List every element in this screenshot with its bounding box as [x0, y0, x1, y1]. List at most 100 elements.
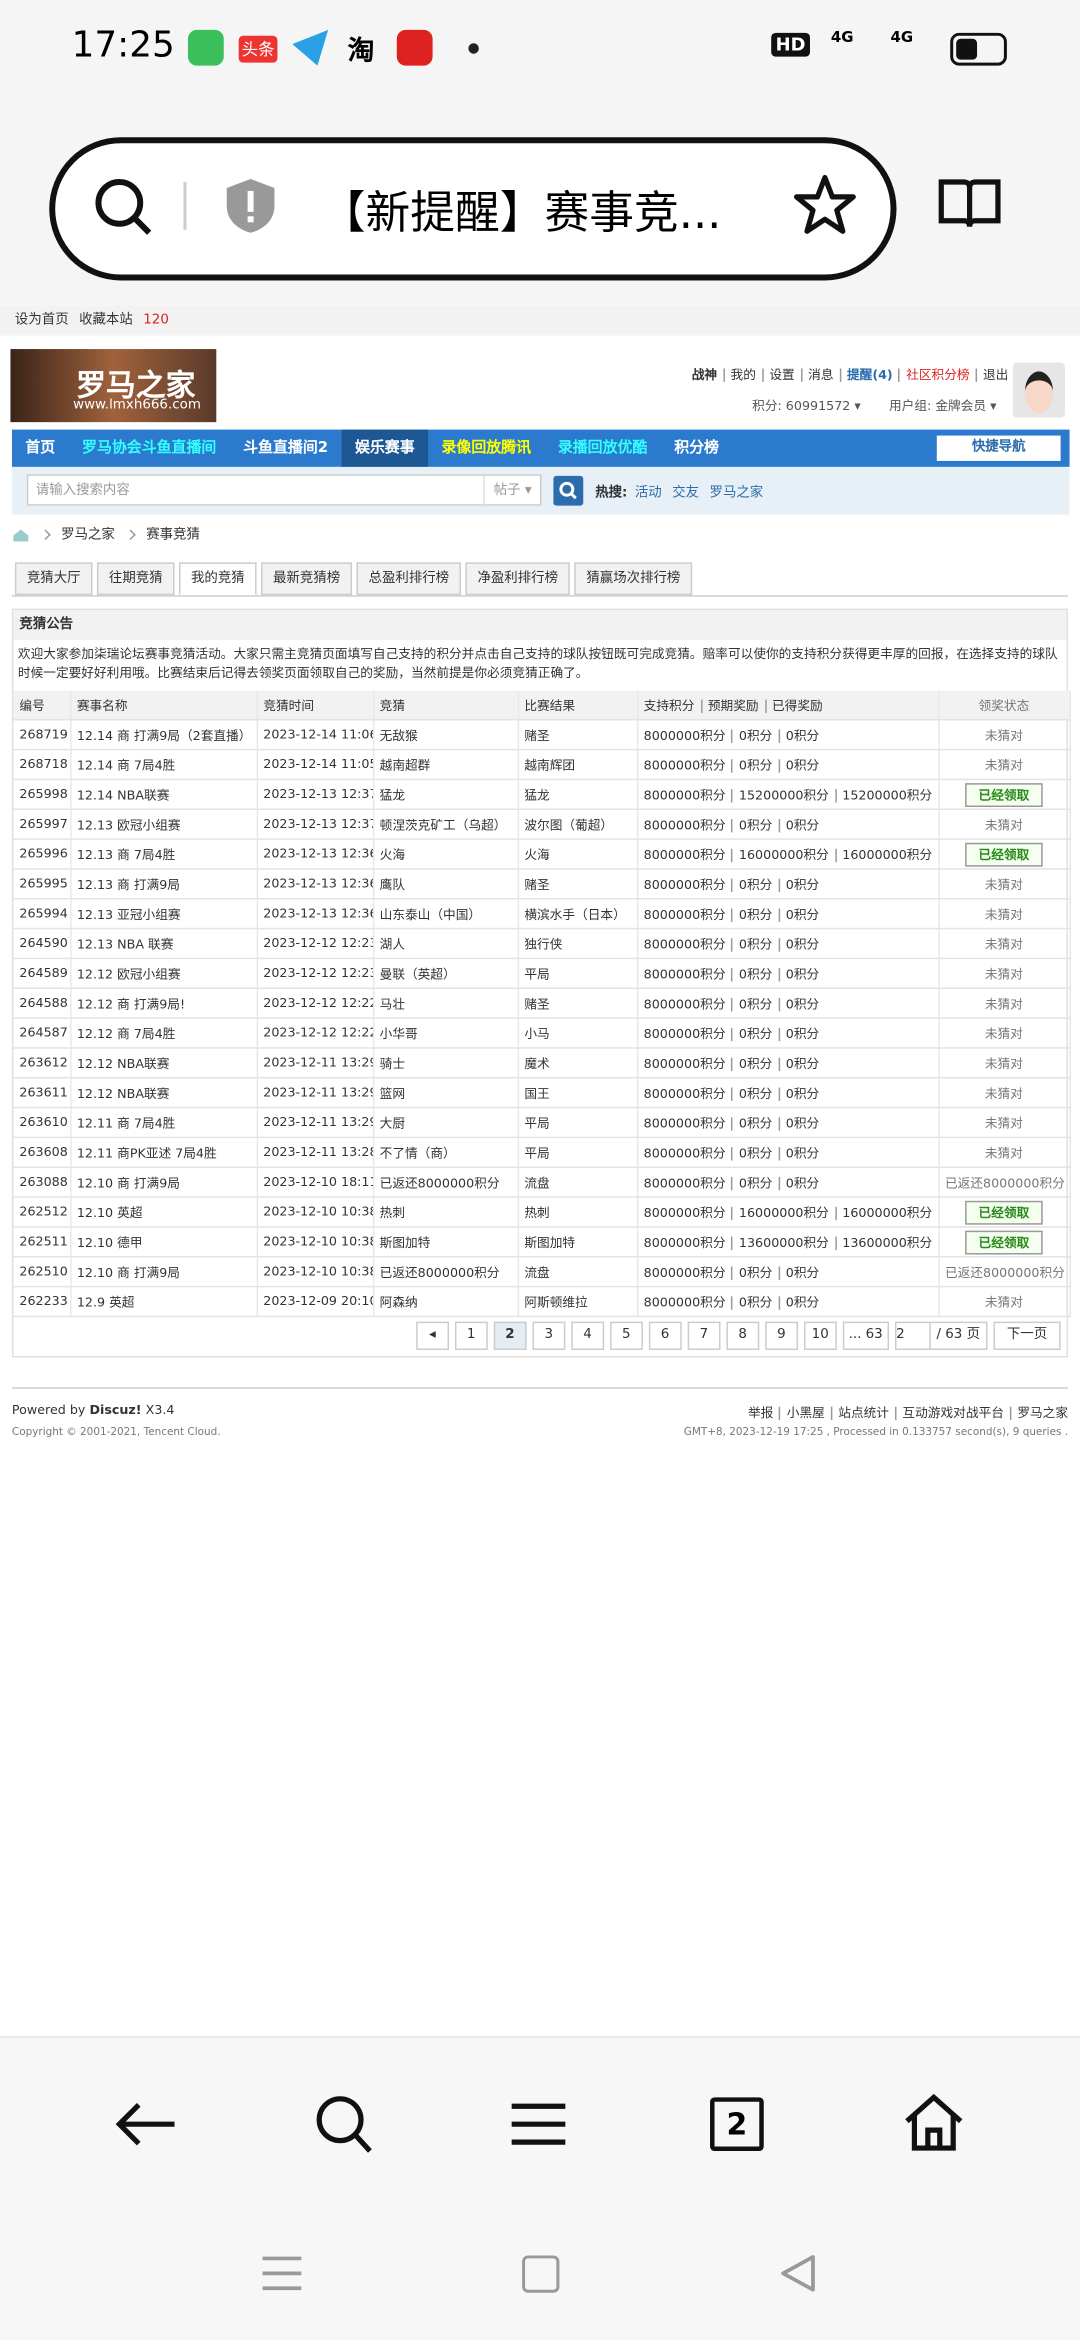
claim-button[interactable]: 已经领取	[965, 1229, 1043, 1254]
star-icon[interactable]	[792, 173, 858, 236]
points: 0积分	[785, 728, 820, 744]
nav-item[interactable]: 积分榜	[674, 440, 719, 457]
table-header: 编号 赛事名称 竞猜时间 竞猜 比赛结果 支持积分 预期奖励 已得奖励 领奖状态	[13, 690, 1071, 721]
points: 0积分	[785, 907, 820, 923]
cell: 2023-12-12 12:22	[256, 988, 374, 1019]
quick-nav[interactable]: 快捷导航	[936, 435, 1061, 461]
next-page[interactable]: 下一页	[993, 1321, 1061, 1350]
separator	[839, 368, 841, 382]
cell-points: 8000000积分 0积分 0积分	[636, 1167, 940, 1198]
tab[interactable]: 竞猜大厅	[14, 562, 93, 596]
claim-button[interactable]: 已经领取	[965, 842, 1043, 866]
page-link[interactable]: 10	[803, 1321, 837, 1350]
user-link[interactable]: 我的	[730, 368, 756, 384]
page-link[interactable]: ... 63	[842, 1321, 889, 1350]
page-link[interactable]: 3	[532, 1321, 566, 1350]
tab[interactable]: 净盈利排行榜	[465, 562, 570, 596]
footer-link[interactable]: 举报	[747, 1406, 774, 1422]
sys-home[interactable]	[522, 2255, 560, 2293]
user-link[interactable]: 提醒(4)	[846, 368, 893, 384]
cell: 12.14 商 打满9局（2套直播）	[70, 719, 258, 751]
cell: 湖人	[372, 928, 519, 960]
back-button[interactable]	[112, 2094, 181, 2154]
claim-button[interactable]: 已经领取	[965, 782, 1043, 807]
search-button[interactable]	[553, 475, 584, 506]
page-link[interactable]: 5	[609, 1321, 643, 1350]
hot-link[interactable]: 活动	[634, 486, 662, 502]
footer-link[interactable]: 站点统计	[838, 1406, 890, 1422]
search-input[interactable]: 请输入搜索内容 帖子 ▾	[26, 474, 542, 508]
tab[interactable]: 我的竞猜	[179, 562, 257, 596]
logo[interactable]: 罗马之家 www.lmxh666.com	[10, 349, 217, 423]
user-link[interactable]: 设置	[769, 368, 795, 384]
prev-arrow[interactable]: ◂	[415, 1321, 449, 1350]
top-link[interactable]: 收藏本站	[79, 313, 133, 329]
cell: 265996	[13, 839, 71, 870]
user-link[interactable]: 退出	[983, 368, 1009, 384]
reader-icon[interactable]	[937, 176, 1003, 233]
page-link[interactable]: 1	[454, 1321, 488, 1350]
tabs-button[interactable]: 2	[710, 2097, 764, 2152]
home-icon[interactable]	[12, 527, 30, 542]
points: 0积分	[785, 1056, 820, 1072]
footer-link[interactable]: 小黑屋	[786, 1406, 825, 1422]
hot-link[interactable]: 交友	[672, 486, 700, 502]
nav-item[interactable]: 斗鱼直播间2	[243, 440, 329, 457]
separator	[731, 1235, 733, 1250]
separator	[761, 368, 764, 382]
separator	[834, 848, 837, 862]
separator	[778, 818, 780, 832]
hot-link[interactable]: 罗马之家	[709, 486, 764, 502]
tab[interactable]: 往期竞猜	[96, 562, 175, 596]
cell: 12.12 NBA联赛	[70, 1077, 258, 1109]
page-input[interactable]: 2	[896, 1323, 931, 1349]
brand[interactable]: Discuz!	[89, 1403, 142, 1419]
page-link[interactable]: 8	[726, 1321, 760, 1350]
cell: 赌圣	[517, 988, 638, 1019]
crumb-link[interactable]: 赛事竞猜	[146, 528, 200, 543]
nav-item[interactable]: 首页	[25, 440, 56, 457]
cell-points: 8000000积分 0积分 0积分	[636, 719, 940, 751]
page-link[interactable]: 2	[493, 1321, 527, 1350]
credits[interactable]: 积分: 60991572	[752, 399, 851, 415]
nav-item[interactable]: 录播回放优酷	[557, 440, 648, 457]
page-link[interactable]: 9	[765, 1321, 798, 1350]
tab[interactable]: 猜赢场次排行榜	[574, 562, 693, 596]
nav-item[interactable]: 娱乐赛事	[341, 429, 429, 467]
footer-link[interactable]: 罗马之家	[1017, 1406, 1069, 1422]
separator	[731, 1176, 733, 1190]
tab[interactable]: 最新竞猜榜	[261, 562, 353, 596]
user-link[interactable]: 消息	[808, 368, 834, 384]
nav-item[interactable]: 罗马协会斗鱼直播间	[82, 440, 217, 457]
cell: 流盘	[517, 1167, 638, 1198]
cell: 热刺	[372, 1197, 519, 1228]
claim-button[interactable]: 已经领取	[965, 1200, 1043, 1224]
home-button[interactable]	[901, 2091, 967, 2154]
menu-button[interactable]	[509, 2100, 569, 2148]
sys-back[interactable]	[777, 2252, 819, 2294]
cell: 12.12 商 7局4胜	[70, 1018, 258, 1049]
address-bar[interactable]	[49, 137, 897, 281]
user-link[interactable]: 社区积分榜	[906, 368, 970, 384]
points: 0积分	[738, 907, 773, 923]
avatar[interactable]	[1012, 362, 1066, 418]
search-button[interactable]	[310, 2091, 379, 2160]
nav-item[interactable]: 录像回放腾讯	[441, 440, 531, 457]
status: 未猜对	[984, 728, 1023, 744]
search-scope[interactable]: 帖子 ▾	[483, 475, 532, 508]
top-link[interactable]: 设为首页	[14, 313, 69, 329]
footer-link[interactable]: 互动游戏对战平台	[902, 1406, 1004, 1422]
status: 未猜对	[984, 1146, 1023, 1162]
cell: 比赛结果	[517, 690, 638, 721]
page-link[interactable]: 6	[648, 1321, 682, 1350]
page-link[interactable]: 4	[571, 1321, 604, 1350]
cell: 2023-12-11 13:29	[256, 1077, 374, 1109]
crumb-link[interactable]: 罗马之家	[61, 528, 115, 543]
user-group[interactable]: 用户组: 金牌会员	[888, 399, 987, 415]
page-link[interactable]: 7	[687, 1321, 721, 1350]
user-link[interactable]: 战神	[691, 368, 718, 384]
tab[interactable]: 总盈利排行榜	[356, 562, 462, 596]
points: 0积分	[785, 1086, 820, 1102]
sys-menu[interactable]	[260, 2252, 305, 2294]
cell: 小马	[517, 1018, 638, 1049]
